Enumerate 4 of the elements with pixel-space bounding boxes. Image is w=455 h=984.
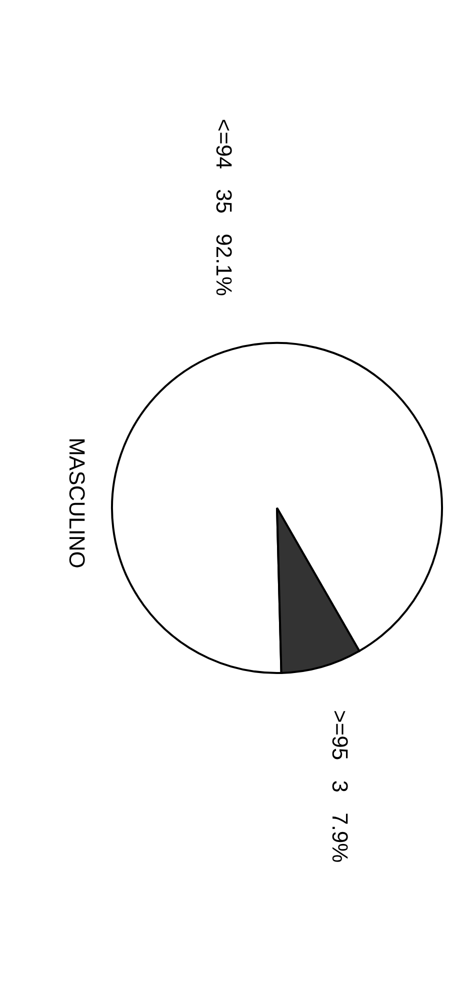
pie-slice — [111, 342, 443, 674]
slice-label: >=95 3 7.9% — [328, 710, 353, 863]
text: MASCULINO — [64, 438, 90, 568]
slice-label: <=94 35 92.1% — [211, 118, 236, 296]
